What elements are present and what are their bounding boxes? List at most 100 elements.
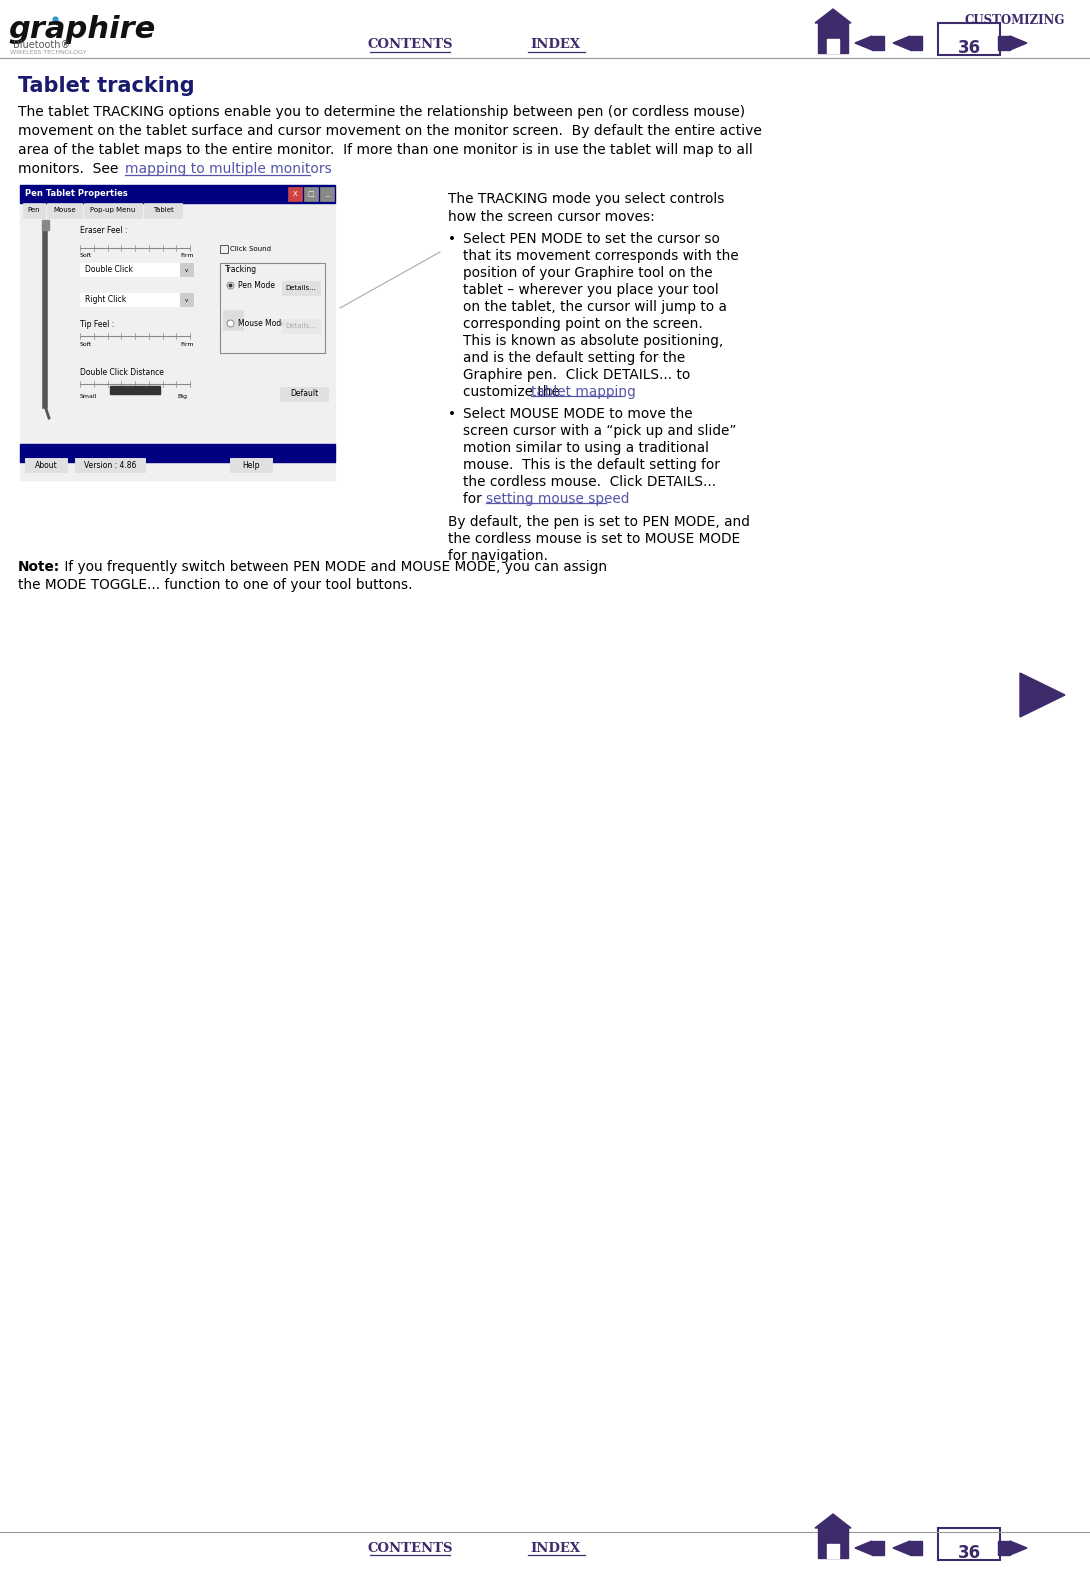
Text: _: _ [325, 192, 329, 196]
Bar [938, 24, 1000, 55]
Text: graphire: graphire [8, 16, 155, 44]
Text: •: • [448, 407, 456, 421]
Text: Pen Tablet Properties: Pen Tablet Properties [25, 190, 128, 198]
Text: Right Click: Right Click [85, 295, 126, 305]
Text: INDEX: INDEX [530, 1542, 580, 1554]
Text: Bluetooth®: Bluetooth® [13, 39, 70, 50]
Polygon shape [1010, 36, 1027, 50]
Bar [80, 294, 190, 306]
Bar [110, 386, 160, 394]
Text: tablet – wherever you place your tool: tablet – wherever you place your tool [463, 283, 718, 297]
Text: v: v [184, 297, 187, 303]
Bar [938, 1528, 1000, 1561]
Polygon shape [815, 1513, 851, 1528]
Text: X: X [292, 192, 298, 196]
Bar [818, 1528, 848, 1557]
Text: The tablet TRACKING options enable you to determine the relationship between pen: The tablet TRACKING options enable you t… [19, 105, 746, 119]
Bar [220, 245, 228, 253]
Text: the cordless mouse.  Click DETAILS...: the cordless mouse. Click DETAILS... [463, 476, 716, 488]
Bar [230, 458, 272, 473]
Text: Default: Default [290, 389, 318, 399]
Text: the MODE TOGGLE... function to one of your tool buttons.: the MODE TOGGLE... function to one of yo… [19, 578, 412, 592]
Polygon shape [893, 36, 910, 50]
Bar [282, 281, 320, 295]
Text: setting mouse speed: setting mouse speed [486, 491, 629, 506]
Bar [282, 319, 320, 333]
Text: mouse.  This is the default setting for: mouse. This is the default setting for [463, 458, 719, 473]
Text: tablet mapping: tablet mapping [531, 385, 635, 399]
Bar [80, 264, 190, 276]
Text: About: About [35, 460, 58, 469]
Text: WIRELESS TECHNOLOGY: WIRELESS TECHNOLOGY [10, 50, 86, 55]
Bar [288, 187, 302, 201]
Text: CONTENTS: CONTENTS [367, 1542, 452, 1554]
Text: that its movement corresponds with the: that its movement corresponds with the [463, 250, 739, 264]
Bar [910, 1542, 922, 1554]
Bar [84, 203, 142, 218]
Bar [43, 220, 49, 229]
Text: This is known as absolute positioning,: This is known as absolute positioning, [463, 334, 724, 349]
Text: Pop-up Menu: Pop-up Menu [90, 207, 135, 214]
Text: how the screen cursor moves:: how the screen cursor moves: [448, 210, 655, 225]
Bar [47, 203, 82, 218]
Bar [25, 458, 66, 473]
Text: Mouse Mode: Mouse Mode [238, 319, 286, 328]
Text: corresponding point on the screen.: corresponding point on the screen. [463, 317, 703, 331]
Polygon shape [815, 9, 851, 24]
Bar [998, 1542, 1010, 1554]
Text: Click Sound: Click Sound [230, 246, 271, 253]
Bar [223, 309, 243, 330]
Text: Help: Help [242, 460, 259, 469]
Text: monitors.  See: monitors. See [19, 162, 123, 176]
Text: Details...: Details... [286, 286, 316, 290]
Text: Double Click Distance: Double Click Distance [80, 367, 164, 377]
Text: Mouse: Mouse [53, 207, 76, 214]
Bar [75, 458, 145, 473]
Text: motion similar to using a traditional: motion similar to using a traditional [463, 441, 708, 455]
Text: Version : 4.86: Version : 4.86 [84, 460, 136, 469]
Text: Soft: Soft [80, 253, 93, 257]
Text: 36: 36 [957, 39, 981, 57]
Text: and is the default setting for the: and is the default setting for the [463, 352, 686, 364]
Polygon shape [855, 36, 872, 50]
Text: Eraser Feel :: Eraser Feel : [80, 226, 128, 236]
Text: Tip Feel :: Tip Feel : [80, 320, 114, 330]
Text: □: □ [307, 192, 314, 196]
Bar [827, 39, 839, 53]
Text: Pen Mode: Pen Mode [238, 281, 275, 289]
Bar [304, 187, 318, 201]
Text: The TRACKING mode you select controls: The TRACKING mode you select controls [448, 192, 725, 206]
Text: Firm: Firm [180, 342, 194, 347]
Text: v: v [184, 267, 187, 273]
Bar [280, 386, 328, 400]
Text: mapping to multiple monitors: mapping to multiple monitors [125, 162, 331, 176]
Text: Tablet: Tablet [153, 207, 173, 214]
Text: CONTENTS: CONTENTS [367, 38, 452, 50]
Text: CUSTOMIZING: CUSTOMIZING [965, 14, 1065, 27]
Text: position of your Graphire tool on the: position of your Graphire tool on the [463, 265, 713, 279]
Bar [20, 185, 335, 480]
Polygon shape [855, 1542, 872, 1554]
Polygon shape [1010, 1542, 1027, 1554]
Text: If you frequently switch between PEN MODE and MOUSE MODE, you can assign: If you frequently switch between PEN MOD… [60, 560, 607, 575]
Text: movement on the tablet surface and cursor movement on the monitor screen.  By de: movement on the tablet surface and curso… [19, 124, 762, 138]
Text: customize the: customize the [463, 385, 565, 399]
Text: area of the tablet maps to the entire monitor.  If more than one monitor is in u: area of the tablet maps to the entire mo… [19, 143, 753, 157]
Text: Graphire pen.  Click DETAILS... to: Graphire pen. Click DETAILS... to [463, 367, 690, 382]
Bar [998, 36, 1010, 50]
Bar [872, 36, 884, 50]
Bar [23, 203, 45, 218]
Polygon shape [1020, 674, 1065, 717]
Text: By default, the pen is set to PEN MODE, and: By default, the pen is set to PEN MODE, … [448, 515, 750, 529]
Text: Select PEN MODE to set the cursor so: Select PEN MODE to set the cursor so [463, 232, 719, 246]
Text: 36: 36 [957, 1543, 981, 1562]
Text: for: for [463, 491, 486, 506]
Bar [910, 36, 922, 50]
Text: Double Click: Double Click [85, 265, 133, 275]
Bar [180, 264, 193, 276]
Text: screen cursor with a “pick up and slide”: screen cursor with a “pick up and slide” [463, 424, 737, 438]
Text: Details...: Details... [286, 323, 316, 330]
Bar [818, 24, 848, 53]
Text: Small: Small [80, 394, 97, 399]
Bar [20, 185, 335, 203]
